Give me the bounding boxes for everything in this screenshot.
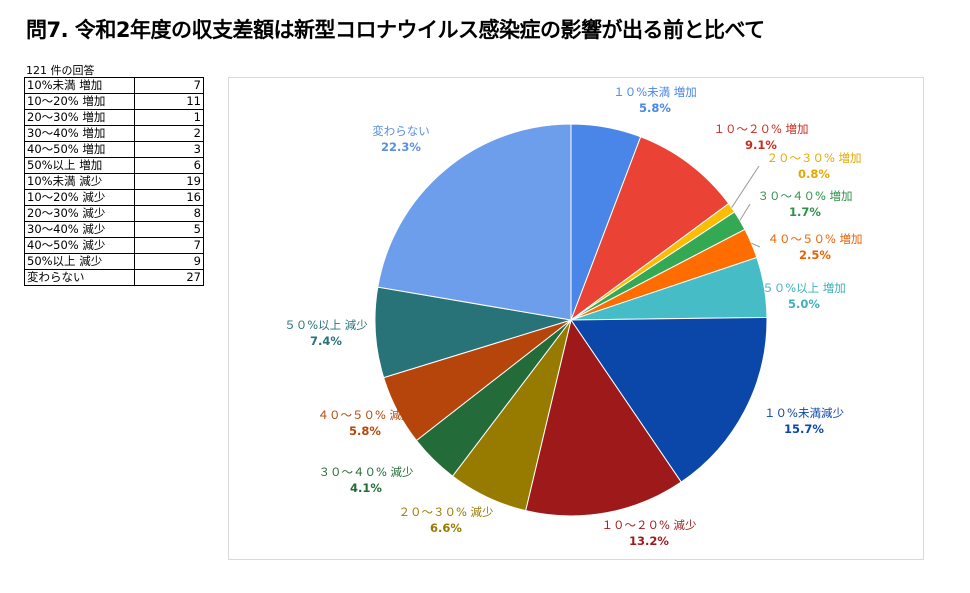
slice-category-label: ３０～４０% 増加 [757, 189, 852, 203]
pie-slice [525, 318, 682, 517]
table-row: 10%未満 増加 7 [24, 77, 204, 94]
response-table: 10%未満 増加 7 10～20% 増加 11 20～30% 増加 1 30～40% 増加 2… [24, 77, 204, 286]
slice-category-label: ３０～４０% 減少 [318, 465, 413, 479]
table-cell-value: 9 [134, 253, 204, 270]
table-cell-label: 50%以上 増加 [24, 157, 135, 174]
slice-category-label: １０%未満 増加 [613, 85, 697, 99]
table-row: 30～40% 増加 2 [24, 125, 204, 142]
table-row: 20～30% 減少 8 [24, 205, 204, 222]
table-row: 30～40% 減少 5 [24, 221, 204, 238]
slice-category-label: ５０%以上 増加 [762, 281, 846, 295]
pie-slice [570, 316, 768, 483]
slice-percent-label: 22.3% [381, 140, 421, 154]
slice-percent-label: 5.0% [788, 297, 820, 311]
table-cell-label: 20～30% 増加 [24, 109, 135, 126]
chart-area: １０%未満 増加 5.8% １０～２０% 増加 9.1% ２０～３０% 増加 0.8% ３０… [228, 77, 924, 560]
table-cell-label: 50%以上 減少 [24, 253, 135, 270]
table-cell-value: 11 [134, 93, 204, 110]
table-cell-value: 16 [134, 189, 204, 206]
table-cell-label: 10～20% 増加 [24, 93, 135, 110]
table-row: 50%以上 減少 9 [24, 253, 204, 270]
table-cell-value: 7 [134, 237, 204, 254]
slice-percent-label: 7.4% [310, 334, 342, 348]
slice-category-label: １０～２０% 減少 [601, 518, 696, 532]
slice-category-label: ２０～３０% 減少 [398, 505, 493, 519]
slice-percent-label: 15.7% [784, 422, 824, 436]
slice-percent-label: 5.8% [639, 101, 671, 115]
table-row: 変わらない 27 [24, 269, 204, 286]
table-cell-label: 30～40% 増加 [24, 125, 135, 142]
slice-percent-label: 1.7% [789, 205, 821, 219]
table-row: 50%以上 増加 6 [24, 157, 204, 174]
table-cell-value: 5 [134, 221, 204, 238]
leader-line [751, 242, 761, 248]
table-cell-value: 2 [134, 125, 204, 142]
table-row: 10～20% 減少 16 [24, 189, 204, 206]
table-cell-value: 3 [134, 141, 204, 158]
pie-slice [569, 136, 730, 322]
slice-percent-label: 0.8% [798, 167, 830, 181]
table-cell-value: 7 [134, 77, 204, 94]
slice-percent-label: 9.1% [745, 138, 777, 152]
slice-category-label: １０%未満減少 [764, 406, 844, 420]
table-cell-value: 6 [134, 157, 204, 174]
slice-percent-label: 5.8% [349, 424, 381, 438]
slice-category-label: ５０%以上 減少 [284, 318, 368, 332]
slice-category-label: １０～２０% 増加 [713, 122, 808, 136]
table-cell-value: 27 [134, 269, 204, 286]
slice-category-label: ４０～５０% 増加 [767, 232, 862, 246]
table-cell-value: 8 [134, 205, 204, 222]
table-cell-value: 1 [134, 109, 204, 126]
table-row: 20～30% 増加 1 [24, 109, 204, 126]
table-cell-label: 40～50% 増加 [24, 141, 135, 158]
table-row: 40～50% 増加 3 [24, 141, 204, 158]
table-cell-label: 30～40% 減少 [24, 221, 135, 238]
table-cell-value: 19 [134, 173, 204, 190]
slice-category-label: 変わらない [372, 124, 430, 138]
pie-chart: １０%未満 増加 5.8% １０～２０% 増加 9.1%２０～３０% 増加 0.8% ３０… [284, 85, 862, 548]
table-row: 40～50% 減少 7 [24, 237, 204, 254]
table-cell-label: 20～30% 減少 [24, 205, 135, 222]
slice-percent-label: 4.1% [350, 481, 382, 495]
slice-category-label: ２０～３０% 増加 [766, 151, 861, 165]
page-title: 問7. 令和2年度の収支差額は新型コロナウイルス感染症の影響が出る前と比べて [26, 18, 765, 42]
table-cell-label: 40～50% 減少 [24, 237, 135, 254]
table-cell-label: 10%未満 減少 [24, 173, 135, 190]
table-cell-label: 10%未満 増加 [24, 77, 135, 94]
leader-line [739, 203, 751, 221]
slice-percent-label: 2.5% [799, 248, 831, 262]
table-row: 10%未満 減少 19 [24, 173, 204, 190]
table-row: 10～20% 増加 11 [24, 93, 204, 110]
pie-slice [377, 123, 572, 321]
leader-line [731, 165, 760, 208]
table-cell-label: 10～20% 減少 [24, 189, 135, 206]
slice-percent-label: 6.6% [430, 521, 462, 535]
slice-category-label: ４０～５０% 減少 [317, 408, 412, 422]
slice-percent-label: 13.2% [629, 534, 669, 548]
response-count: 121 件の回答 [26, 64, 95, 77]
table-cell-label: 変わらない [24, 269, 135, 286]
